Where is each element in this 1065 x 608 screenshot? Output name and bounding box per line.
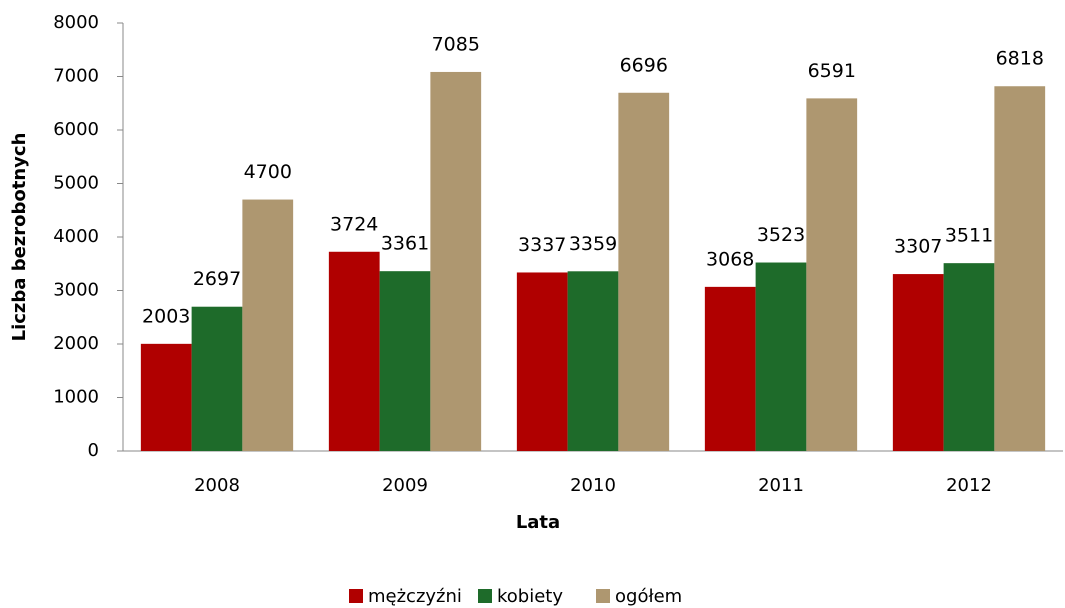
x-axis-title: Lata	[516, 512, 560, 533]
bar	[379, 271, 431, 451]
x-tick-label: 2012	[946, 475, 992, 496]
y-tick-label: 2000	[53, 333, 99, 354]
value-label: 7085	[432, 33, 480, 55]
value-label: 3359	[569, 233, 617, 255]
y-tick-label: 3000	[53, 280, 99, 301]
bar	[755, 262, 807, 451]
bar	[994, 86, 1046, 451]
legend-swatch	[349, 589, 363, 603]
x-tick-label: 2009	[382, 475, 428, 496]
value-label: 3511	[945, 225, 993, 247]
bar	[430, 71, 482, 451]
x-tick-label: 2008	[194, 475, 240, 496]
value-label: 3523	[757, 224, 805, 246]
y-tick-label: 0	[88, 440, 99, 461]
bar	[328, 251, 380, 451]
bar	[567, 271, 619, 451]
bar	[516, 272, 568, 451]
value-label: 3724	[330, 213, 378, 235]
y-tick-label: 6000	[53, 119, 99, 140]
x-tick-label: 2011	[758, 475, 804, 496]
bar	[618, 92, 670, 451]
legend-label: kobiety	[497, 586, 563, 607]
bar	[943, 263, 995, 451]
legend-swatch	[596, 589, 610, 603]
y-tick-label: 5000	[53, 173, 99, 194]
value-label: 4700	[244, 161, 292, 183]
value-label: 2003	[142, 305, 190, 327]
value-label: 6696	[620, 54, 668, 76]
bar	[140, 343, 192, 451]
y-tick-label: 7000	[53, 66, 99, 87]
bar	[191, 306, 243, 451]
x-tick-label: 2010	[570, 475, 616, 496]
bar	[242, 199, 294, 451]
bar	[892, 274, 944, 451]
value-label: 3307	[894, 236, 942, 258]
bar	[704, 286, 756, 451]
legend-label: mężczyźni	[368, 586, 462, 607]
value-label: 3361	[381, 233, 429, 255]
value-label: 3337	[518, 234, 566, 256]
y-axis-title: Liczba bezrobotnych	[9, 133, 30, 342]
value-label: 2697	[193, 268, 241, 290]
y-tick-label: 4000	[53, 226, 99, 247]
value-label: 6818	[996, 48, 1044, 70]
value-label: 6591	[808, 60, 856, 82]
legend-label: ogółem	[615, 586, 682, 607]
bar	[806, 98, 858, 451]
value-label: 3068	[706, 248, 754, 270]
y-tick-label: 8000	[53, 12, 99, 33]
legend-swatch	[478, 589, 492, 603]
y-tick-label: 1000	[53, 387, 99, 408]
